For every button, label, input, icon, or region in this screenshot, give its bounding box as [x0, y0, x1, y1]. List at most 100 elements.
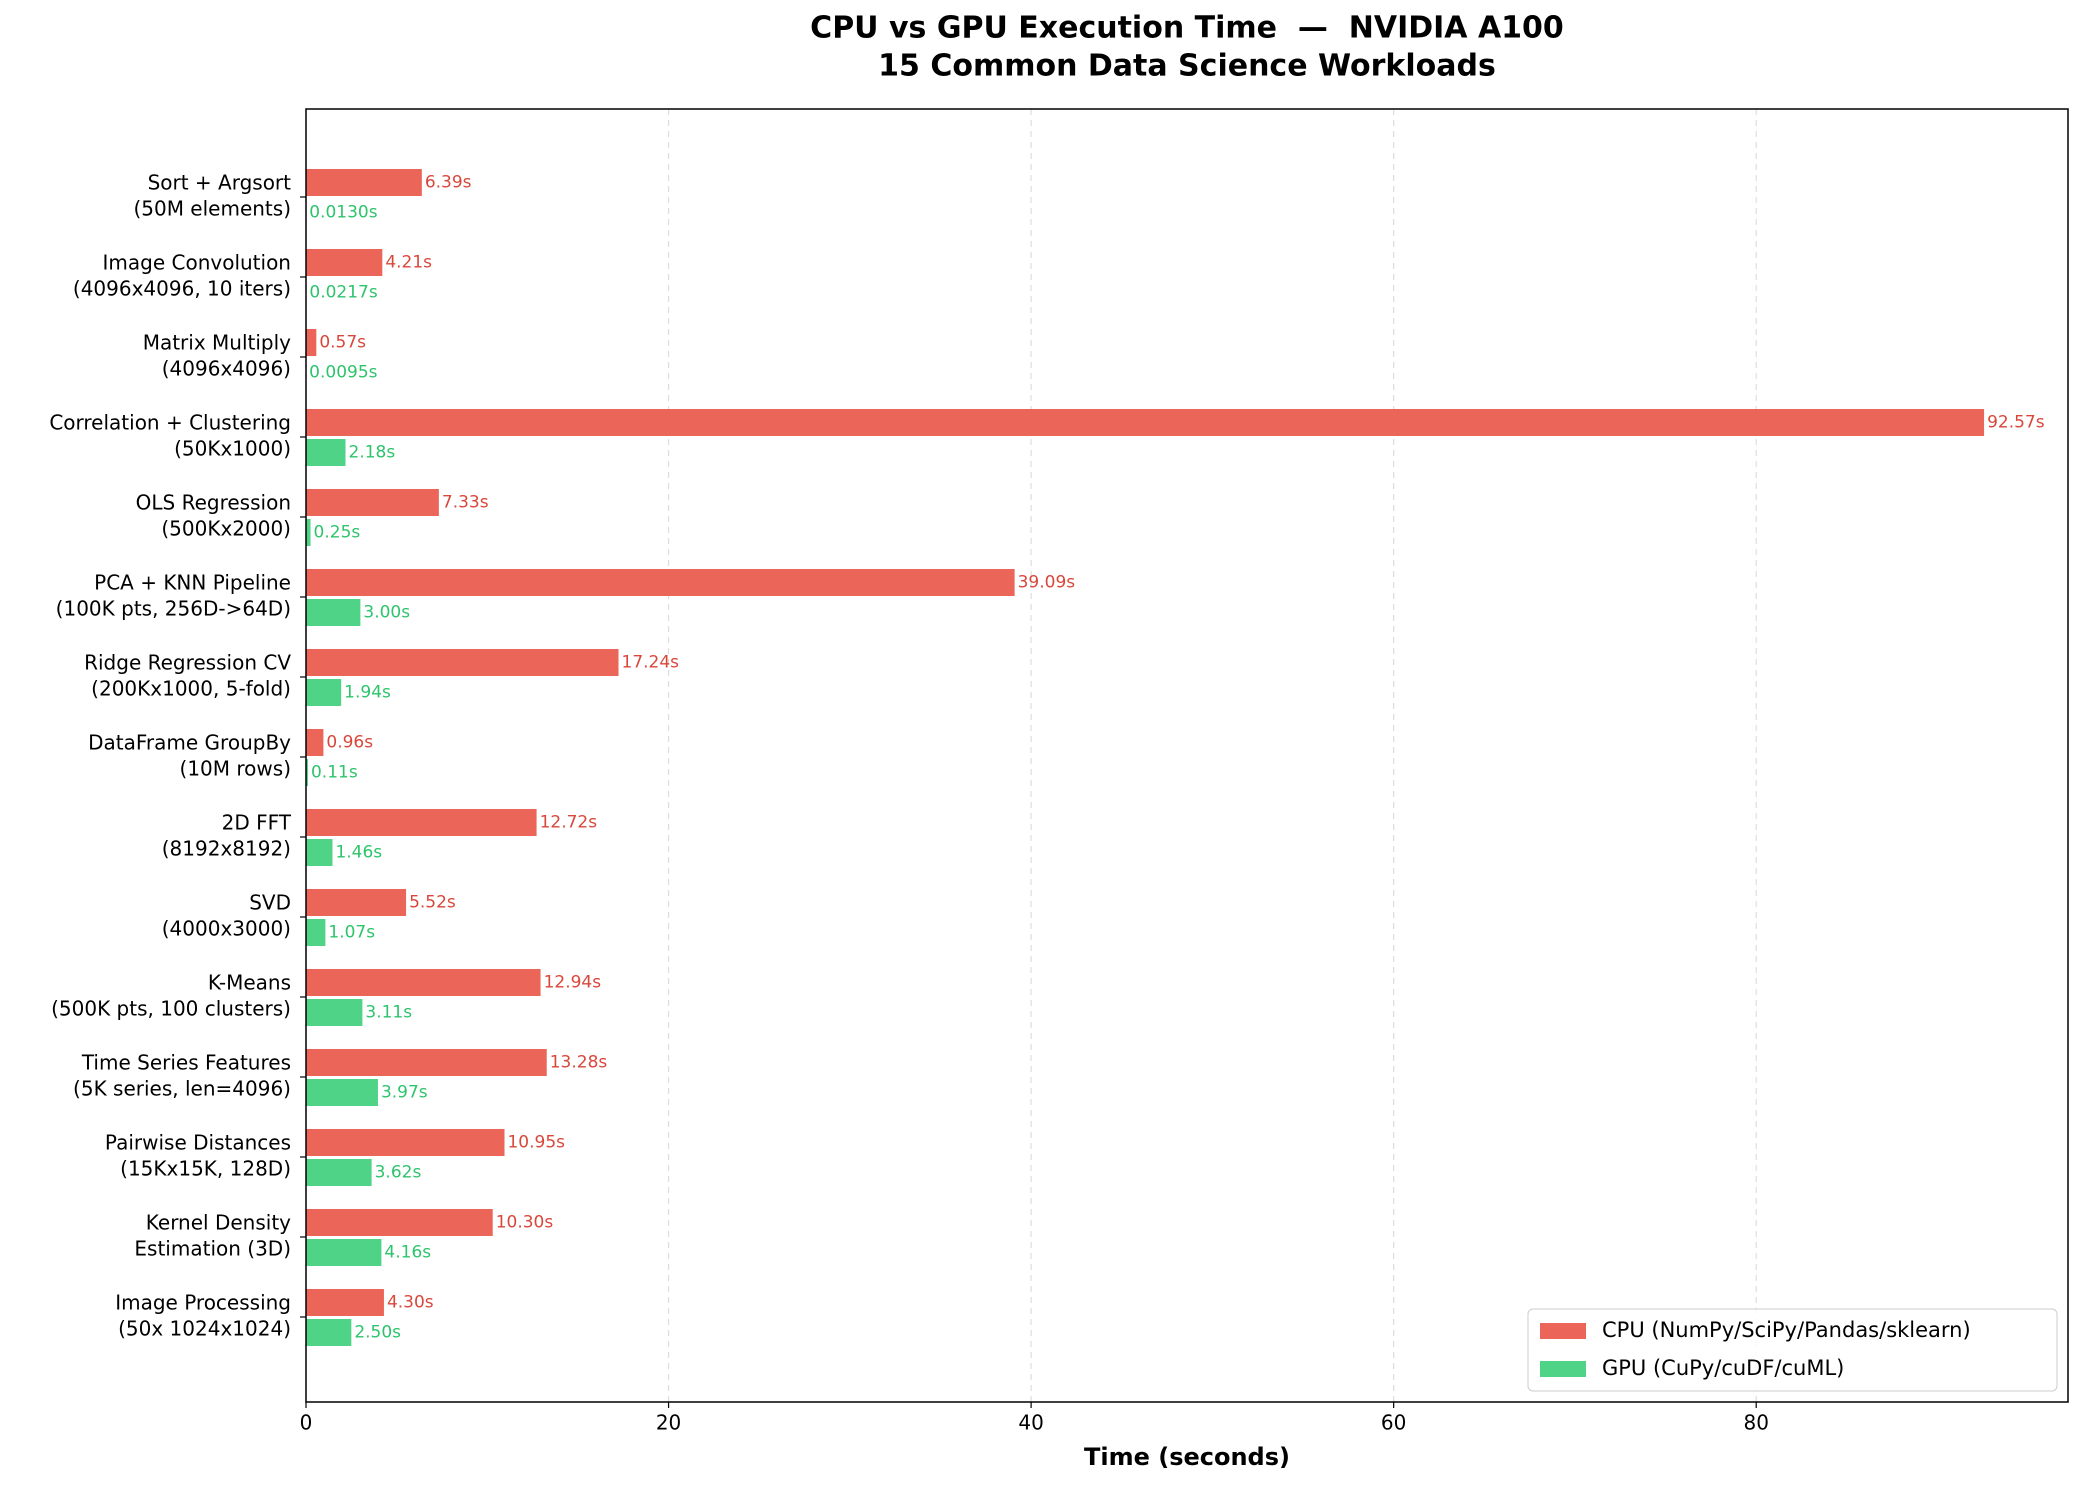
- value-label: 3.62s: [375, 1163, 422, 1183]
- legend-box: [1527, 1308, 2058, 1392]
- bar: [306, 1159, 372, 1186]
- value-label: 4.30s: [387, 1293, 434, 1313]
- y-tick-label: (100K pts, 256D->64D): [56, 597, 291, 621]
- value-label: 10.95s: [507, 1133, 565, 1153]
- y-tick-label: (8192x8192): [162, 837, 291, 861]
- value-label: 7.33s: [442, 493, 489, 513]
- bar: [306, 969, 541, 996]
- value-label: 1.46s: [335, 843, 382, 863]
- bar: [306, 1319, 352, 1346]
- y-tick-label: DataFrame GroupBy: [88, 731, 291, 755]
- value-label: 10.30s: [496, 1213, 554, 1233]
- y-tick-label: (4000x3000): [162, 917, 291, 941]
- value-label: 3.11s: [365, 1003, 412, 1023]
- bar: [306, 569, 1015, 596]
- bar: [306, 889, 407, 916]
- value-label: 1.94s: [344, 683, 391, 703]
- value-label: 13.28s: [550, 1053, 608, 1073]
- bar: [306, 1289, 384, 1316]
- y-tick-label: PCA + KNN Pipeline: [94, 571, 291, 595]
- y-tick-label: OLS Regression: [136, 491, 291, 515]
- value-label: 12.94s: [544, 973, 602, 993]
- value-label: 5.52s: [409, 893, 456, 913]
- y-tick-label: Correlation + Clustering: [49, 411, 291, 435]
- value-label: 12.72s: [540, 813, 598, 833]
- y-tick-label: Image Processing: [115, 1291, 291, 1315]
- value-label: 1.07s: [328, 923, 375, 943]
- y-tick-label: SVD: [249, 891, 291, 915]
- x-axis-label: Time (seconds): [1084, 1443, 1290, 1471]
- y-tick-label: Sort + Argsort: [148, 171, 292, 195]
- value-label: 4.16s: [384, 1243, 431, 1263]
- bar: [306, 1129, 505, 1156]
- y-tick-label: (50M elements): [133, 197, 291, 221]
- bar: [306, 839, 333, 866]
- bar: [306, 1239, 382, 1266]
- bar: [306, 999, 363, 1026]
- y-tick-label: (200Kx1000, 5-fold): [91, 677, 291, 701]
- value-label: 0.25s: [314, 523, 361, 543]
- value-label: 92.57s: [1987, 413, 2045, 433]
- y-tick-label: (4096x4096): [162, 357, 291, 381]
- y-tick-label: (50Kx1000): [174, 437, 291, 461]
- bar: [306, 329, 317, 356]
- x-tick-label: 40: [1018, 1411, 1043, 1435]
- chart-title: CPU vs GPU Execution Time — NVIDIA A100: [810, 11, 1564, 46]
- legend-label: CPU (NumPy/SciPy/Pandas/sklearn): [1602, 1318, 1971, 1342]
- bar: [306, 519, 311, 546]
- x-tick-label: 60: [1381, 1411, 1406, 1435]
- bar: [306, 809, 537, 836]
- legend-label: GPU (CuPy/cuDF/cuML): [1602, 1356, 1844, 1380]
- bar: [306, 759, 308, 786]
- y-tick-label: (4096x4096, 10 iters): [73, 277, 291, 301]
- bar: [306, 1209, 493, 1236]
- bar: [306, 409, 1985, 436]
- y-tick-label: Pairwise Distances: [105, 1131, 291, 1155]
- value-label: 0.96s: [326, 733, 373, 753]
- y-tick-label: Matrix Multiply: [143, 331, 291, 355]
- y-tick-label: (15Kx15K, 128D): [120, 1157, 291, 1181]
- value-label: 2.18s: [349, 443, 396, 463]
- value-label: 6.39s: [425, 173, 472, 193]
- legend-swatch: [1540, 1323, 1586, 1339]
- y-tick-label: (5K series, len=4096): [73, 1077, 291, 1101]
- y-tick-label: (10M rows): [180, 757, 291, 781]
- bar: [306, 599, 361, 626]
- bar: [306, 169, 422, 196]
- bar: [306, 1079, 378, 1106]
- y-tick-label: Kernel Density: [146, 1211, 291, 1235]
- y-tick-label: Estimation (3D): [134, 1237, 291, 1261]
- value-label: 0.11s: [311, 763, 358, 783]
- y-tick-label: Image Convolution: [103, 251, 292, 275]
- value-label: 4.21s: [385, 253, 432, 273]
- value-label: 0.0130s: [309, 203, 377, 223]
- y-tick-label: (50x 1024x1024): [118, 1317, 291, 1341]
- x-tick-label: 0: [300, 1411, 313, 1435]
- value-label: 2.50s: [354, 1323, 401, 1343]
- axes-frame: [305, 108, 2069, 1403]
- value-label: 3.00s: [363, 603, 410, 623]
- bar: [306, 439, 346, 466]
- y-tick-label: K-Means: [208, 971, 291, 995]
- value-label: 17.24s: [622, 653, 680, 673]
- bar: [306, 679, 342, 706]
- bar: [306, 489, 439, 516]
- value-label: 0.0217s: [309, 283, 377, 303]
- y-tick-label: 2D FFT: [222, 811, 292, 835]
- bar: [306, 249, 383, 276]
- value-label: 0.57s: [319, 333, 366, 353]
- y-tick-label: Time Series Features: [81, 1051, 291, 1075]
- bar: [306, 649, 619, 676]
- value-label: 3.97s: [381, 1083, 428, 1103]
- y-tick-label: (500K pts, 100 clusters): [51, 997, 291, 1021]
- x-tick-label: 20: [656, 1411, 681, 1435]
- y-tick-label: (500Kx2000): [161, 517, 291, 541]
- bar: [306, 1049, 547, 1076]
- bar: [306, 919, 326, 946]
- x-tick-label: 80: [1743, 1411, 1768, 1435]
- value-label: 39.09s: [1018, 573, 1076, 593]
- chart-subtitle: 15 Common Data Science Workloads: [878, 49, 1496, 84]
- bar: [306, 729, 324, 756]
- y-tick-label: Ridge Regression CV: [84, 651, 291, 675]
